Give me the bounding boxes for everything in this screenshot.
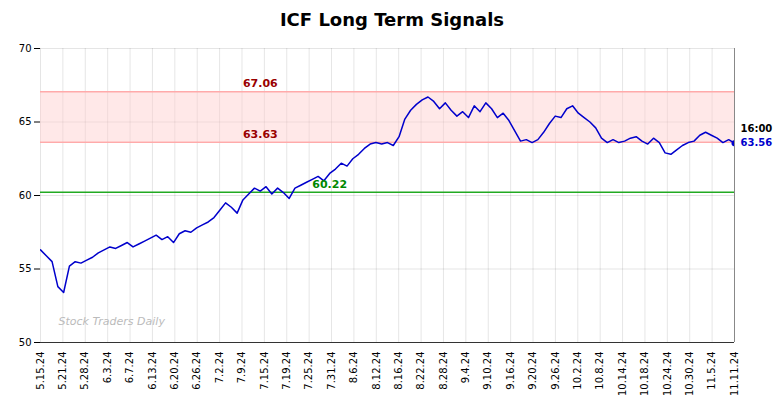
svg-text:7.9.24: 7.9.24 — [236, 352, 247, 384]
svg-text:9.10.24: 9.10.24 — [482, 352, 493, 390]
svg-text:10.30.24: 10.30.24 — [684, 352, 695, 397]
svg-text:5.15.24: 5.15.24 — [35, 352, 46, 390]
svg-text:60: 60 — [19, 190, 32, 201]
svg-text:11.11.24: 11.11.24 — [729, 352, 740, 397]
svg-text:5.21.24: 5.21.24 — [57, 352, 68, 390]
svg-text:7.31.24: 7.31.24 — [326, 352, 337, 390]
svg-text:6.26.24: 6.26.24 — [191, 352, 202, 390]
svg-text:10.14.24: 10.14.24 — [617, 352, 628, 397]
svg-text:7.2.24: 7.2.24 — [214, 352, 225, 384]
svg-text:9.20.24: 9.20.24 — [527, 352, 538, 390]
svg-text:5.28.24: 5.28.24 — [79, 352, 90, 390]
svg-text:7.25.24: 7.25.24 — [303, 352, 314, 390]
svg-text:65: 65 — [19, 116, 32, 127]
svg-text:7.15.24: 7.15.24 — [259, 352, 270, 390]
svg-text:6.3.24: 6.3.24 — [102, 352, 113, 384]
svg-text:8.16.24: 8.16.24 — [393, 352, 404, 390]
svg-text:63.56: 63.56 — [741, 137, 773, 148]
svg-text:9.4.24: 9.4.24 — [460, 352, 471, 384]
svg-text:7.19.24: 7.19.24 — [281, 352, 292, 390]
svg-text:60.22: 60.22 — [312, 178, 347, 191]
svg-text:9.26.24: 9.26.24 — [550, 352, 561, 390]
svg-text:9.16.24: 9.16.24 — [505, 352, 516, 390]
svg-text:55: 55 — [19, 263, 32, 274]
svg-text:6.13.24: 6.13.24 — [147, 352, 158, 390]
html-text:ICF Long Term Signals: ICF Long Term Signals — [279, 9, 505, 30]
svg-text:6.20.24: 6.20.24 — [169, 352, 180, 390]
svg-text:70: 70 — [19, 43, 32, 54]
svg-text:67.06: 67.06 — [243, 77, 278, 90]
svg-text:10.18.24: 10.18.24 — [639, 352, 650, 397]
svg-text:63.63: 63.63 — [243, 128, 278, 141]
svg-text:Stock Traders Daily: Stock Traders Daily — [59, 315, 166, 328]
svg-text:8.22.24: 8.22.24 — [415, 352, 426, 390]
svg-text:10.8.24: 10.8.24 — [594, 352, 605, 390]
svg-text:11.5.24: 11.5.24 — [706, 352, 717, 390]
svg-text:10.2.24: 10.2.24 — [572, 352, 583, 390]
svg-text:8.28.24: 8.28.24 — [438, 352, 449, 390]
svg-text:6.7.24: 6.7.24 — [124, 352, 135, 384]
svg-text:10.24.24: 10.24.24 — [662, 352, 673, 397]
svg-text:50: 50 — [19, 337, 32, 348]
svg-text:16:00: 16:00 — [741, 123, 773, 134]
svg-text:8.6.24: 8.6.24 — [348, 352, 359, 384]
svg-text:8.12.24: 8.12.24 — [371, 352, 382, 390]
